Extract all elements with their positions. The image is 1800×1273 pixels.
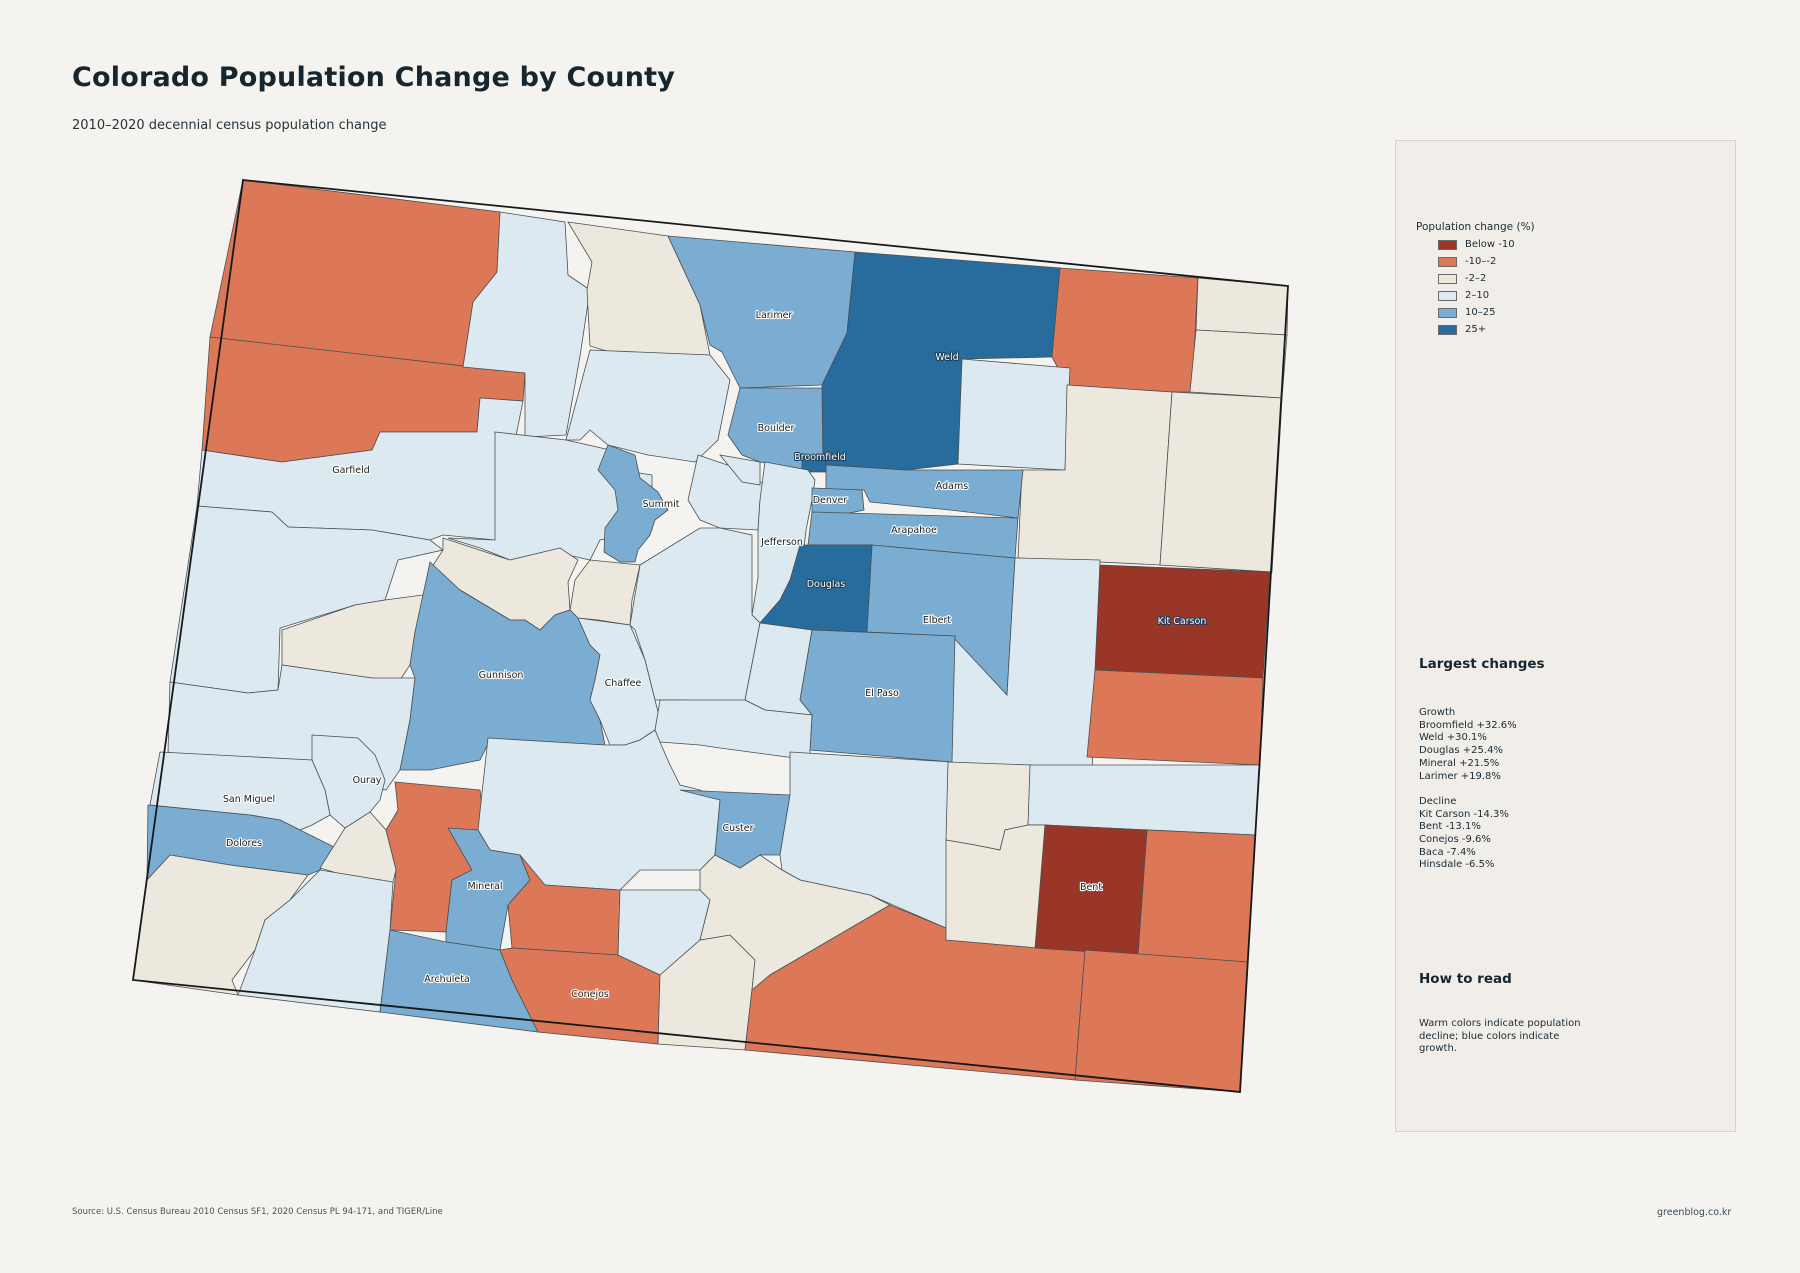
label-douglas: Douglas: [807, 579, 846, 590]
label-denver: Denver: [813, 495, 848, 506]
legend-label: -2–2: [1465, 273, 1487, 284]
legend-item-10-25: 10–25: [1416, 304, 1535, 321]
county-gilpin[interactable]: [719, 454, 761, 486]
county-yuma[interactable]: [1159, 391, 1283, 573]
source-note: Source: U.S. Census Bureau 2010 Census S…: [72, 1207, 443, 1217]
label-ouray: Ouray: [353, 775, 382, 786]
label-broomfield: Broomfield: [794, 452, 846, 463]
label-arapahoe: Arapahoe: [891, 525, 937, 536]
how-to-read-heading: How to read: [1419, 971, 1512, 987]
label-weld: Weld: [935, 352, 958, 363]
legend-label: -10–-2: [1465, 256, 1497, 267]
growth-item: Larimer +19.8%: [1419, 770, 1501, 782]
decline-item: Conejos -9.6%: [1419, 834, 1491, 846]
growth-item: Douglas +25.4%: [1419, 745, 1503, 757]
growth-item: Weld +30.1%: [1419, 732, 1487, 744]
decline-item: Baca -7.4%: [1419, 846, 1476, 858]
spacer: [1419, 783, 1517, 796]
county-summit[interactable]: [597, 444, 669, 563]
decline-label: Decline: [1419, 795, 1457, 807]
legend-item-2-10: 2–10: [1416, 287, 1535, 304]
county-baca[interactable]: [1074, 949, 1249, 1093]
county-morgan[interactable]: [957, 358, 1071, 471]
label-san-miguel: San Miguel: [223, 794, 275, 805]
county-prowers[interactable]: [1137, 829, 1256, 963]
county-logan[interactable]: [1051, 267, 1199, 393]
colorado-state-outline: [131, 179, 1289, 1093]
county-denver[interactable]: [811, 487, 865, 516]
decline-item: Hinsdale -6.5%: [1419, 859, 1495, 871]
legend-swatch: [1438, 307, 1457, 318]
largest-changes-heading: Largest changes: [1419, 656, 1545, 672]
legend-item-2-2: -2–2: [1416, 270, 1535, 287]
legend-label: Below -10: [1465, 239, 1515, 250]
label-chaffee: Chaffee: [605, 678, 642, 689]
county-grand[interactable]: [565, 349, 731, 463]
legend-item-below-10: Below -10: [1416, 236, 1535, 253]
label-custer: Custer: [722, 823, 753, 834]
legend-item-10-2: -10–-2: [1416, 253, 1535, 270]
label-jefferson: Jefferson: [760, 537, 803, 548]
legend-swatch: [1438, 256, 1457, 267]
county-san-juan[interactable]: [319, 811, 397, 883]
label-kit-carson: Kit Carson: [1158, 616, 1207, 627]
legend-label: 25+: [1465, 324, 1487, 335]
county-sedgwick[interactable]: [1195, 277, 1289, 336]
decline-item: Bent -13.1%: [1419, 821, 1481, 833]
county-kiowa[interactable]: [1027, 764, 1261, 836]
county-moffat[interactable]: [209, 179, 501, 368]
label-conejos: Conejos: [571, 989, 609, 1000]
growth-label: Growth: [1419, 707, 1456, 718]
legend-swatch: [1438, 290, 1457, 301]
label-summit: Summit: [643, 499, 680, 510]
label-larimer: Larimer: [756, 310, 793, 321]
legend-swatch: [1438, 239, 1457, 250]
legend-item-25-plus: 25+: [1416, 321, 1535, 338]
label-bent: Bent: [1080, 882, 1102, 893]
county-mineral[interactable]: [445, 827, 531, 951]
county-lake[interactable]: [569, 559, 641, 626]
county-routt[interactable]: [462, 211, 591, 438]
growth-item: Mineral +21.5%: [1419, 757, 1500, 769]
county-cheyenne[interactable]: [1086, 669, 1264, 766]
legend-swatch: [1438, 273, 1457, 284]
label-gunnison: Gunnison: [479, 670, 524, 681]
how-to-read-body: Warm colors indicate population decline;…: [1419, 1018, 1581, 1055]
label-boulder: Boulder: [758, 423, 795, 434]
page-title: Colorado Population Change by County: [72, 62, 676, 93]
legend: Population change (%) Below -10 -10–-2 -…: [1416, 221, 1535, 338]
county-phillips[interactable]: [1189, 329, 1288, 399]
legend-label: 2–10: [1465, 290, 1490, 301]
label-garfield: Garfield: [332, 465, 370, 476]
site-credit[interactable]: greenblog.co.kr: [1657, 1207, 1732, 1218]
label-dolores: Dolores: [226, 838, 262, 849]
label-el-paso: El Paso: [865, 688, 899, 699]
page-subtitle: 2010–2020 decennial census population ch…: [72, 118, 387, 133]
county-otero[interactable]: [945, 824, 1046, 949]
label-adams: Adams: [936, 481, 968, 492]
legend-label: 10–25: [1465, 307, 1496, 318]
legend-title: Population change (%): [1416, 221, 1535, 233]
label-mineral: Mineral: [467, 881, 502, 892]
growth-item: Broomfield +32.6%: [1419, 719, 1517, 731]
label-elbert: Elbert: [923, 615, 951, 626]
label-archuleta: Archuleta: [424, 974, 470, 985]
side-panel: Population change (%) Below -10 -10–-2 -…: [1395, 140, 1736, 1132]
decline-item: Kit Carson -14.3%: [1419, 808, 1509, 820]
largest-changes-list: Growth Broomfield +32.6% Weld +30.1% Dou…: [1419, 707, 1517, 872]
legend-swatch: [1438, 324, 1457, 335]
